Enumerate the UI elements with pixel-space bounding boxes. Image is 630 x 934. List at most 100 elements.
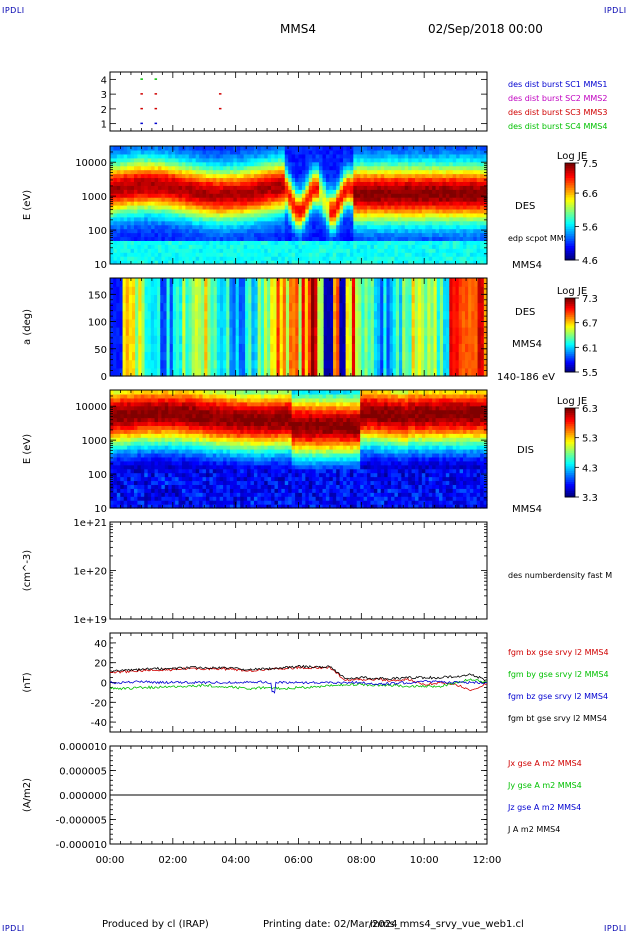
- heatmap-cell: [408, 278, 413, 287]
- heatmap-cell: [319, 153, 324, 159]
- colorbar-cell: [565, 228, 575, 232]
- heatmap-cell: [433, 294, 438, 304]
- heatmap-cell: [178, 224, 183, 230]
- heatmap-cell: [276, 359, 281, 369]
- heatmap-cell: [210, 351, 215, 361]
- heatmap-cell: [397, 165, 402, 171]
- heatmap-cell: [459, 169, 464, 175]
- heatmap-cell: [164, 201, 169, 206]
- heatmap-cell: [332, 165, 337, 171]
- heatmap-cell: [442, 146, 447, 151]
- heatmap-cell: [202, 236, 207, 241]
- heatmap-cell: [417, 318, 422, 328]
- heatmap-cell: [439, 185, 444, 190]
- heatmap-cell: [473, 169, 478, 175]
- heatmap-cell: [384, 212, 389, 218]
- heatmap-cell: [279, 359, 284, 369]
- heatmap-cell: [243, 260, 248, 265]
- heatmap-cell: [483, 146, 488, 151]
- heatmap-cell: [116, 232, 121, 238]
- heatmap-cell: [449, 173, 454, 179]
- heatmap-cell: [436, 278, 441, 287]
- heatmap-cell: [292, 359, 296, 369]
- heatmap-cell: [476, 224, 481, 230]
- heatmap-cell: [185, 193, 190, 198]
- heatmap-cell: [418, 228, 423, 234]
- heatmap-cell: [439, 197, 444, 202]
- heatmap-cell: [291, 248, 296, 253]
- heatmap-cell: [339, 260, 344, 265]
- heatmap-cell: [301, 173, 306, 179]
- heatmap-cell: [284, 236, 289, 241]
- heatmap-cell: [402, 367, 406, 377]
- heatmap-cell: [137, 240, 142, 245]
- heatmap-cell: [122, 302, 127, 312]
- heatmap-cell: [175, 260, 180, 265]
- heatmap-cell: [179, 310, 183, 320]
- heatmap-cell: [445, 244, 450, 249]
- heatmap-cell: [154, 149, 159, 155]
- heatmap-cell: [120, 193, 125, 198]
- heatmap-cell: [466, 173, 471, 179]
- heatmap-cell: [401, 244, 406, 249]
- heatmap-cell: [322, 220, 327, 226]
- heatmap-cell: [405, 302, 410, 312]
- heatmap-cell: [380, 165, 385, 171]
- heatmap-cell: [144, 278, 149, 287]
- heatmap-cell: [144, 302, 149, 312]
- heatmap-cell: [229, 173, 234, 179]
- heatmap-cell: [466, 244, 471, 249]
- heatmap-cell: [473, 177, 478, 182]
- heatmap-cell: [236, 169, 241, 175]
- heatmap-cell: [452, 302, 457, 312]
- heatmap-cell: [319, 248, 324, 253]
- heatmap-cell: [373, 278, 378, 287]
- heatmap-cell: [113, 146, 118, 151]
- heatmap-cell: [248, 335, 252, 344]
- heatmap-cell: [468, 294, 472, 304]
- heatmap-cell: [263, 302, 268, 312]
- heatmap-cell: [181, 165, 186, 171]
- heatmap-cell: [137, 177, 142, 182]
- heatmap-cell: [361, 335, 366, 344]
- heatmap-cell: [452, 146, 457, 151]
- heatmap-cell: [185, 240, 190, 245]
- heatmap-cell: [116, 260, 121, 265]
- heatmap-cell: [264, 157, 269, 163]
- colorbar-cell: [565, 218, 575, 222]
- heatmap-cell: [391, 220, 396, 226]
- heatmap-cell: [421, 278, 425, 287]
- heatmap-cell: [473, 236, 478, 241]
- heatmap-cell: [466, 146, 471, 151]
- heatmap-cell: [301, 212, 306, 218]
- heatmap-cell: [349, 232, 354, 238]
- heatmap-cell: [442, 240, 447, 245]
- heatmap-cell: [415, 232, 420, 238]
- heatmap-cell: [197, 351, 202, 361]
- heatmap-cell: [154, 185, 159, 190]
- heatmap-cell: [421, 220, 426, 226]
- heatmap-cell: [171, 244, 176, 249]
- heatmap-cell: [439, 335, 444, 344]
- heatmap-cell: [188, 161, 193, 167]
- heatmap-cell: [333, 343, 337, 353]
- heatmap-cell: [185, 367, 190, 377]
- heatmap-cell: [271, 193, 276, 198]
- heatmap-cell: [260, 224, 265, 230]
- heatmap-cell: [127, 173, 132, 179]
- heatmap-cell: [291, 169, 296, 175]
- heatmap-cell: [135, 359, 139, 369]
- heatmap-cell: [277, 197, 282, 202]
- heatmap-cell: [421, 359, 425, 369]
- heatmap-cell: [363, 165, 368, 171]
- heatmap-cell: [257, 205, 262, 210]
- heatmap-cell: [380, 351, 384, 361]
- heatmap-cell: [373, 185, 378, 190]
- heatmap-cell: [317, 343, 322, 353]
- heatmap-cell: [122, 318, 127, 328]
- heatmap-cell: [161, 248, 166, 253]
- heatmap-cell: [274, 193, 279, 198]
- heatmap-cell: [384, 256, 389, 261]
- heatmap-cell: [213, 367, 218, 377]
- heatmap-cell: [421, 335, 425, 344]
